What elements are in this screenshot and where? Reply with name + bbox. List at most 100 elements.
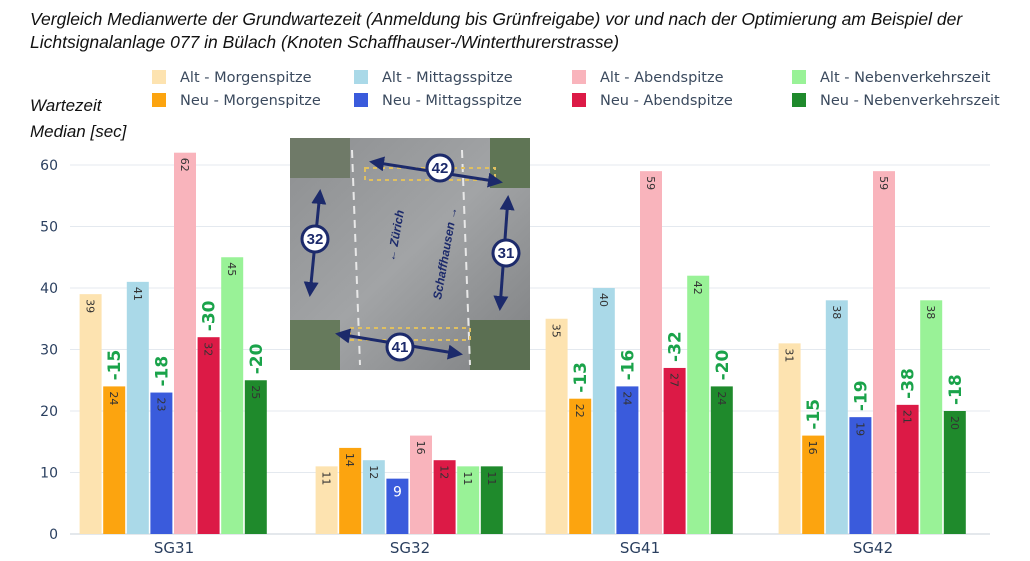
bar-value-label: 24 xyxy=(715,391,728,405)
legend-label: Neu - Mittagsspitze xyxy=(382,93,522,109)
map-block-nw xyxy=(290,138,350,178)
bar xyxy=(569,398,592,534)
bar xyxy=(410,435,432,534)
legend-label: Neu - Nebenverkehrszeit xyxy=(820,93,1000,109)
svg-text:31: 31 xyxy=(498,245,515,262)
bar-value-label: 11 xyxy=(320,471,333,485)
legend-swatch xyxy=(572,93,586,107)
y-axis-label-line1: Wartezeit xyxy=(30,96,102,115)
bar xyxy=(150,392,173,534)
bar-value-label: 38 xyxy=(830,305,843,319)
x-tick-label: SG42 xyxy=(853,539,893,557)
bar xyxy=(221,257,244,534)
difference-label: -38 xyxy=(899,368,919,399)
bar xyxy=(244,380,267,534)
bar xyxy=(640,171,662,534)
legend-swatch xyxy=(792,93,806,107)
difference-label: -18 xyxy=(152,356,172,387)
bar xyxy=(920,300,943,534)
y-tick-label: 40 xyxy=(40,281,58,297)
difference-label: -19 xyxy=(851,380,871,411)
legend-item: Neu - Morgenspitze xyxy=(152,93,321,109)
bar xyxy=(480,466,503,534)
difference-label: -32 xyxy=(666,331,686,362)
bar-value-label: 59 xyxy=(877,176,890,190)
bar xyxy=(849,417,872,534)
difference-label: -13 xyxy=(571,362,591,393)
x-tick-label: SG32 xyxy=(390,539,430,557)
y-tick-label: 0 xyxy=(49,527,58,543)
map-lane-1 xyxy=(351,149,361,366)
bar-value-label: 14 xyxy=(343,453,356,467)
legend-item: Alt - Nebenverkehrszeit xyxy=(792,70,991,86)
bar xyxy=(710,386,733,534)
legend-swatch xyxy=(152,70,166,84)
x-tick-label: SG31 xyxy=(154,539,194,557)
difference-label: -20 xyxy=(247,343,267,374)
map-marker-42: 42 xyxy=(425,153,455,183)
legend-item: Alt - Mittagsspitze xyxy=(354,70,513,86)
difference-label: -15 xyxy=(804,399,824,430)
bar-value-label: 41 xyxy=(131,287,144,301)
map-marker-41: 41 xyxy=(385,332,415,362)
difference-label: -15 xyxy=(105,350,125,381)
bar xyxy=(663,367,686,534)
bar xyxy=(687,275,710,534)
map-marker-31: 31 xyxy=(491,238,521,268)
bar xyxy=(315,466,338,534)
bar xyxy=(197,337,220,534)
y-tick-label: 10 xyxy=(40,466,58,482)
bar xyxy=(174,152,196,534)
svg-text:41: 41 xyxy=(392,339,409,356)
bar-value-label: 21 xyxy=(901,410,914,424)
difference-label: -16 xyxy=(618,350,638,381)
legend-swatch xyxy=(572,70,586,84)
y-tick-label: 30 xyxy=(40,343,58,359)
intersection-map: 42 32 31 41 ← Zürich Schaffhausen → xyxy=(290,138,530,370)
bar xyxy=(943,411,966,534)
legend-label: Alt - Morgenspitze xyxy=(180,70,312,86)
bar xyxy=(433,460,456,534)
bar-value-label: 40 xyxy=(597,293,610,307)
legend-item: Alt - Abendspitze xyxy=(572,70,724,86)
bar-value-label: 22 xyxy=(573,404,586,418)
bar-value-label: 23 xyxy=(154,398,167,412)
bar xyxy=(592,288,615,534)
bar-value-label: 35 xyxy=(550,324,563,338)
svg-text:42: 42 xyxy=(432,160,449,177)
map-block-sw xyxy=(290,320,340,370)
bar xyxy=(616,386,639,534)
x-tick-label: SG41 xyxy=(620,539,660,557)
y-tick-label: 50 xyxy=(40,220,58,236)
difference-label: -18 xyxy=(946,374,966,405)
legend-label: Alt - Nebenverkehrszeit xyxy=(820,70,991,86)
bar-value-label: 16 xyxy=(414,441,427,455)
y-axis-label-line2: Median [sec] xyxy=(30,122,127,141)
bar xyxy=(802,435,825,534)
legend-swatch xyxy=(354,93,368,107)
bar-value-label: 11 xyxy=(461,471,474,485)
bar xyxy=(386,478,409,534)
bar xyxy=(457,466,480,534)
bar xyxy=(545,318,568,534)
bar xyxy=(362,460,385,534)
legend-swatch xyxy=(792,70,806,84)
difference-label: -20 xyxy=(713,350,733,381)
legend-label: Alt - Mittagsspitze xyxy=(382,70,513,86)
legend-label: Neu - Morgenspitze xyxy=(180,93,321,109)
y-tick-label: 20 xyxy=(40,404,58,420)
bar-value-label: 27 xyxy=(668,373,681,387)
legend-item: Neu - Nebenverkehrszeit xyxy=(792,93,1000,109)
bar xyxy=(103,386,126,534)
bar-value-label: 45 xyxy=(225,262,238,276)
bar-value-label: 62 xyxy=(178,158,191,172)
map-marker-32: 32 xyxy=(300,224,330,254)
bar-value-label: 16 xyxy=(806,441,819,455)
bar-value-label: 19 xyxy=(853,422,866,436)
chart-title: Vergleich Medianwerte der Grundwartezeit… xyxy=(30,9,963,52)
legend-item: Neu - Abendspitze xyxy=(572,93,733,109)
bar xyxy=(339,447,362,534)
bar-value-label: 12 xyxy=(438,465,451,479)
map-block-se xyxy=(470,320,530,370)
